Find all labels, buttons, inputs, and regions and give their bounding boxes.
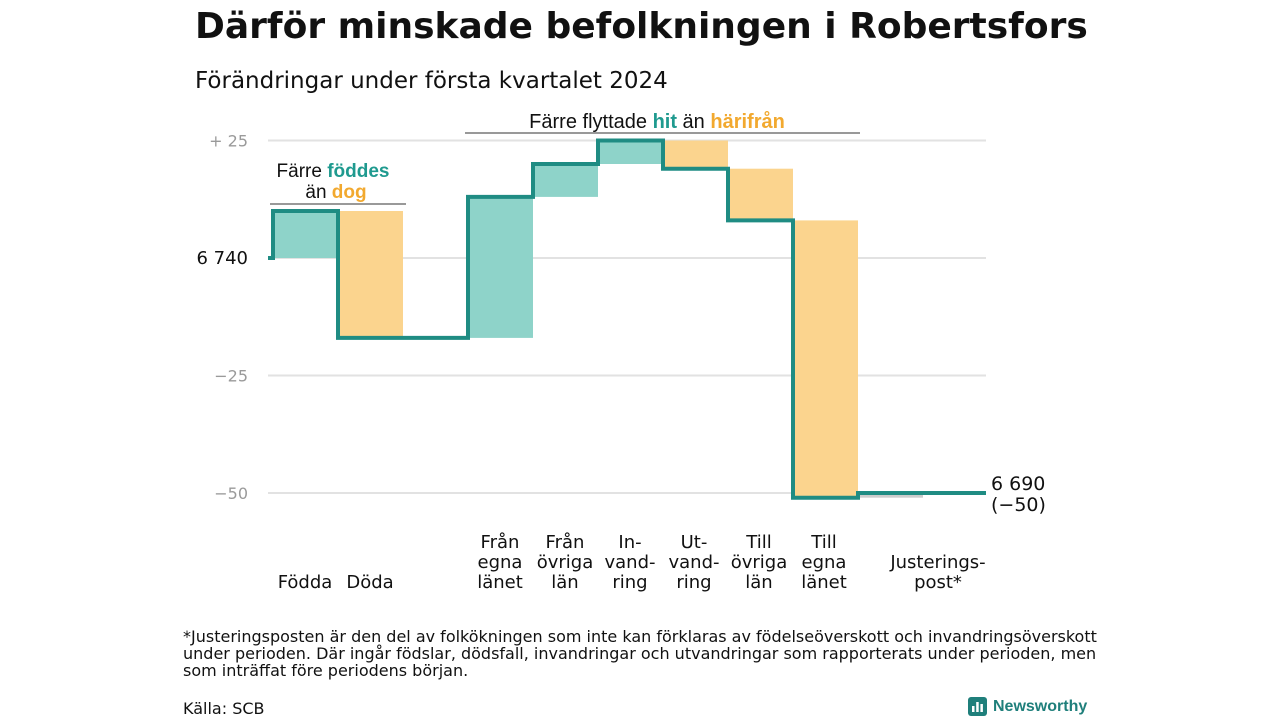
x-axis-label: Ut- [681,532,708,553]
end-value-label: (−50) [991,494,1046,516]
moves-annotation-text: Färre flyttade [529,111,652,133]
y-tick-label: −50 [214,484,248,503]
footnote: *Justeringsposten är den del av folkökni… [183,627,1097,680]
x-axis-label: övriga [731,552,788,573]
x-axis-label: Döda [346,572,393,593]
births-annotation-text: än [305,182,331,203]
births-annotation-text: Färre [277,161,328,182]
moves-annotation-text: än [677,111,710,133]
chart-title: Därför minskade befolkningen i Robertsfo… [195,6,1088,47]
y-tick-label: + 25 [209,132,248,151]
births-annotation-line2: än dog [305,182,366,203]
bar [663,140,728,169]
x-axis-label: län [551,572,578,593]
end-value-label: 6 690 [991,473,1045,495]
x-axis-label: In- [618,532,641,553]
moves-annotation-highlight-out: härifrån [710,110,784,133]
source-label: Källa: SCB [183,699,265,718]
brand-name: Newsworthy [993,697,1088,715]
moves-annotation: Färre flyttade hit än härifrån [529,110,785,133]
bar [728,168,793,221]
x-axis-label: Justerings- [889,552,985,573]
births-annotation-highlight: föddes [327,161,389,182]
x-axis-label: Till [745,532,771,553]
x-axis-label: Från [546,532,585,553]
births-annotation-line1: Färre föddes [277,161,390,182]
step-line [268,138,986,500]
x-axis-label: länet [477,572,523,593]
y-axis-tick-labels: + 25 6 740 −25 −50 [196,132,248,504]
bar [858,493,923,498]
newsworthy-logo-icon [968,697,987,716]
x-axis-label: Från [481,532,520,553]
births-annotation-highlight: dog [332,182,367,203]
moves-annotation-highlight-in: hit [653,111,678,133]
x-axis-label: län [745,572,772,593]
x-axis-label: Födda [278,572,333,593]
x-axis-label: vand- [668,552,719,573]
x-axis-labels: Födda DödaFrånegnalänetFrånövrigalänIn-va… [278,532,986,593]
bar [338,211,403,338]
x-axis-label: Till [810,532,836,553]
bars [273,140,923,498]
x-axis-label: länet [801,572,847,593]
bar [273,211,338,258]
x-axis-label: vand- [604,552,655,573]
x-axis-label: egna [478,552,523,573]
waterfall-chart: + 256 740−25−50 6 690(−50) Färre föddesä… [196,110,1046,593]
x-axis-label: ring [612,572,647,593]
x-axis-label: post* [914,572,962,593]
bar [598,140,663,164]
step-line-layer: 6 690(−50) [268,138,1046,516]
chart-subtitle: Förändringar under första kvartalet 2024 [195,68,668,94]
bar [533,164,598,197]
y-tick-label: −25 [214,367,248,386]
x-axis-label: ring [676,572,711,593]
bar [468,196,533,338]
x-axis-label: övriga [537,552,594,573]
x-axis-label: egna [802,552,847,573]
y-tick-label: 6 740 [196,248,248,269]
bar [793,220,858,498]
brand[interactable]: Newsworthy [968,697,1087,716]
